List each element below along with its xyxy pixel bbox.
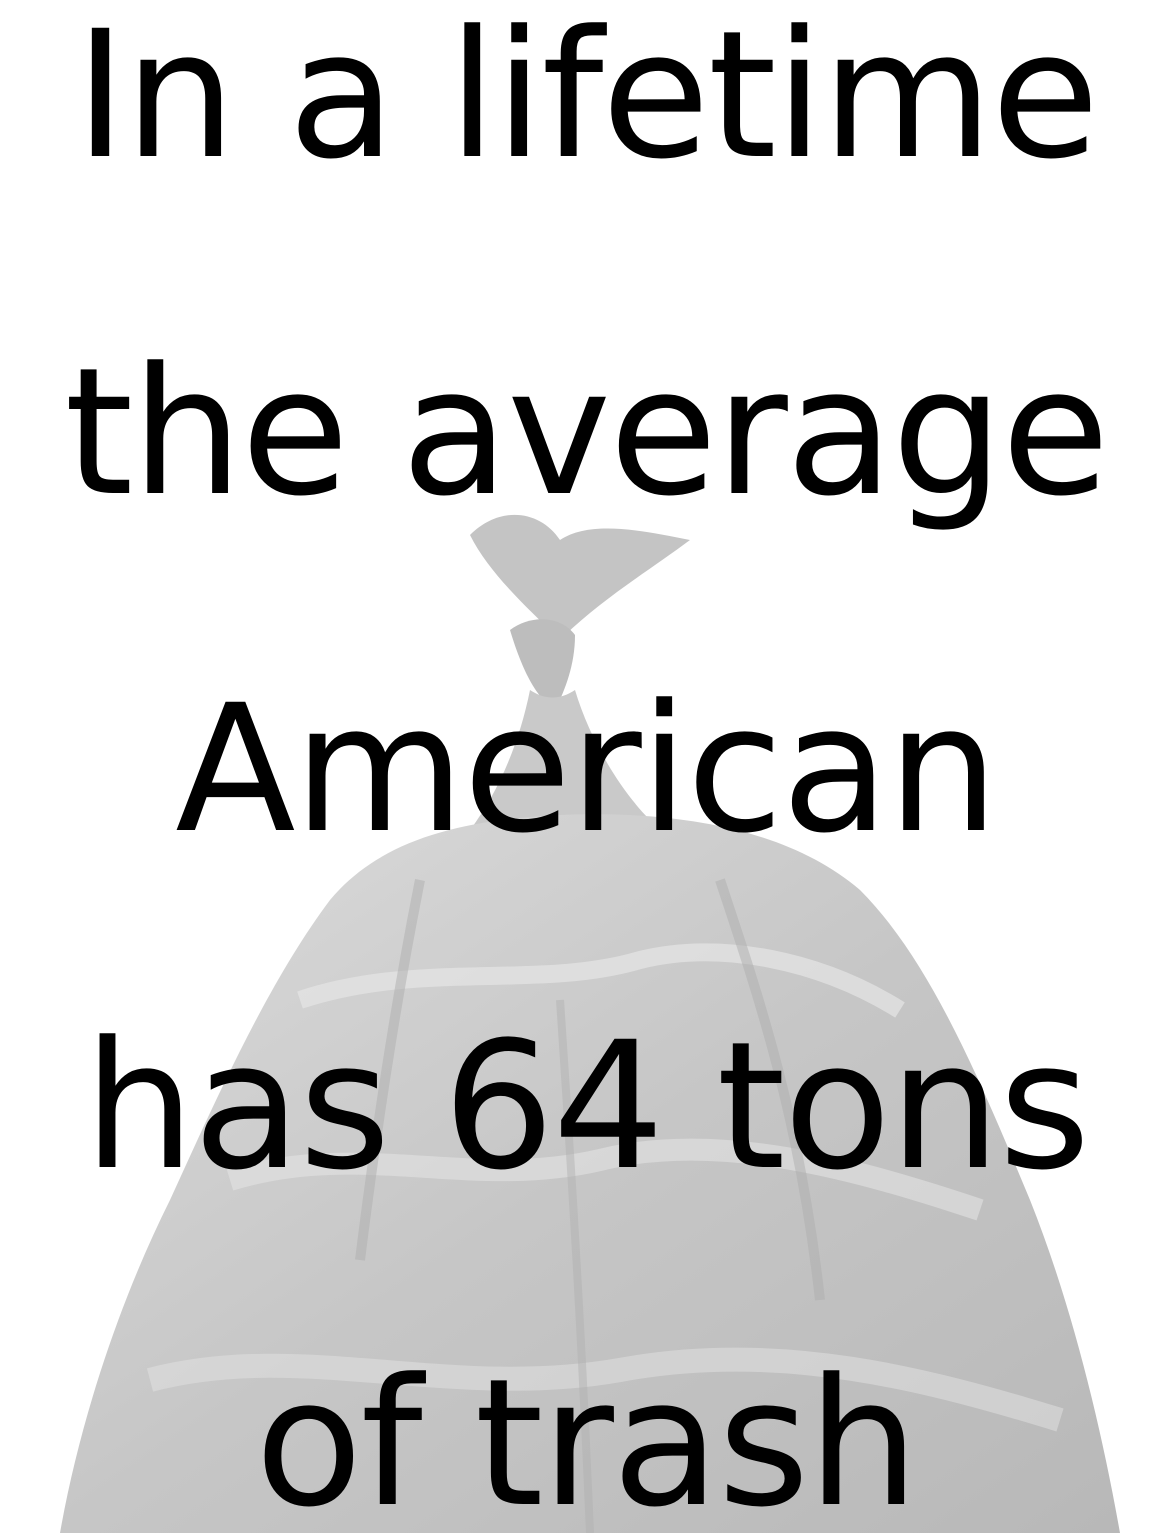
headline-line-1: In a lifetime: [74, 0, 1100, 198]
headline-line-5: of trash: [254, 1341, 919, 1533]
headline-line-3: American: [175, 667, 999, 872]
headline-line-2: the average: [64, 330, 1109, 535]
headline-line-4: has 64 tons: [83, 1004, 1091, 1209]
